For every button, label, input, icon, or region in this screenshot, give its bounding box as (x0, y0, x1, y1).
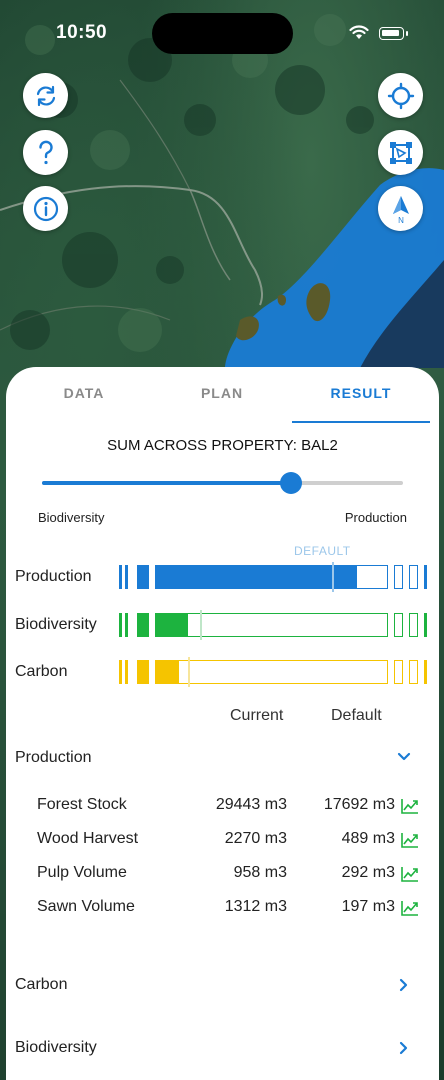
help-button[interactable] (23, 130, 68, 175)
section-carbon-title[interactable]: Carbon (15, 976, 68, 993)
bar-fill (156, 614, 189, 636)
bar-tick (119, 613, 122, 637)
bar-label: Carbon (15, 663, 68, 680)
section-production-title[interactable]: Production (15, 749, 92, 766)
bar-row-production: Production (6, 562, 439, 592)
refresh-button[interactable] (23, 73, 68, 118)
slider-right-label: Production (344, 510, 407, 525)
metric-row: Wood Harvest 2270 m3 489 m3 (6, 830, 439, 854)
bar-tick (394, 613, 403, 637)
bar-track (155, 610, 388, 640)
default-marker (331, 562, 334, 592)
info-icon (33, 196, 58, 221)
info-button[interactable] (23, 186, 68, 231)
chevron-right-icon[interactable] (396, 977, 412, 993)
bar-tick (119, 660, 122, 684)
tab-active-indicator (292, 421, 430, 423)
slider-fill (42, 481, 292, 485)
bar-tick (424, 565, 427, 589)
bar-tick (125, 613, 128, 637)
bar-tick (409, 660, 418, 684)
metric-name: Pulp Volume (37, 864, 127, 881)
bar-tick (424, 660, 427, 684)
bar-track (155, 562, 388, 592)
draw-polygon-button[interactable] (378, 130, 423, 175)
metric-current: 1312 m3 (224, 898, 287, 915)
bar-row-biodiversity: Biodiversity (6, 610, 439, 640)
trend-up-icon[interactable] (400, 899, 420, 917)
chevron-down-icon[interactable] (396, 749, 412, 765)
metric-current: 29443 m3 (215, 796, 287, 813)
column-header-current: Current (230, 707, 284, 724)
slider-thumb[interactable] (280, 472, 303, 494)
trend-up-icon[interactable] (400, 865, 420, 883)
bar-label: Biodiversity (15, 616, 97, 633)
locate-button[interactable] (378, 73, 423, 118)
polygon-draw-icon (389, 141, 412, 164)
metric-row: Sawn Volume 1312 m3 197 m3 (6, 898, 439, 922)
bar-tick (119, 565, 122, 589)
bar-tick (137, 613, 149, 637)
tab-bar: DATA PLAN RESULT (6, 367, 439, 425)
bar-tick (394, 660, 403, 684)
bar-tick (424, 613, 427, 637)
bar-tick (137, 565, 149, 589)
tab-result[interactable]: RESULT (330, 385, 392, 401)
compass-button[interactable]: N (378, 186, 423, 231)
metric-default: 17692 m3 (323, 796, 395, 813)
slider-left-label: Biodiversity (38, 510, 105, 525)
battery-icon (379, 27, 404, 40)
tab-data[interactable]: DATA (63, 385, 105, 401)
metric-name: Wood Harvest (37, 830, 139, 847)
default-marker-label: DEFAULT (294, 544, 351, 558)
compass-n-label: N (398, 216, 404, 225)
metric-default: 197 m3 (341, 898, 395, 915)
result-sheet: DATA PLAN RESULT SUM ACROSS PROPERTY: BA… (6, 367, 439, 1080)
metric-default: 292 m3 (341, 864, 395, 881)
bar-label: Production (15, 568, 92, 585)
bar-tick (409, 613, 418, 637)
bar-tick (394, 565, 403, 589)
bar-tick (409, 565, 418, 589)
wifi-icon (349, 25, 369, 39)
compass-north-icon: N (392, 195, 409, 225)
metric-name: Sawn Volume (37, 898, 135, 915)
metric-row: Forest Stock 29443 m3 17692 m3 (6, 796, 439, 820)
sum-title: SUM ACROSS PROPERTY: BAL2 (107, 437, 338, 454)
column-header-default: Default (331, 707, 382, 724)
metric-current: 2270 m3 (224, 830, 287, 847)
tradeoff-slider[interactable] (42, 472, 403, 494)
bar-tick (125, 660, 128, 684)
tab-plan[interactable]: PLAN (200, 385, 244, 401)
status-time: 10:50 (56, 22, 108, 43)
dynamic-island (152, 13, 293, 54)
bar-row-carbon: Carbon (6, 657, 439, 687)
crosshair-icon (387, 82, 414, 109)
metric-current: 958 m3 (233, 864, 287, 881)
bar-track (155, 657, 388, 687)
refresh-icon (36, 85, 55, 106)
bar-fill (156, 566, 357, 588)
help-icon (38, 140, 53, 164)
chevron-right-icon[interactable] (396, 1040, 412, 1056)
default-marker (199, 610, 202, 640)
bar-fill (156, 661, 180, 683)
trend-up-icon[interactable] (400, 797, 420, 815)
default-marker (188, 657, 191, 687)
trend-up-icon[interactable] (400, 831, 420, 849)
section-biodiversity-title[interactable]: Biodiversity (15, 1039, 97, 1056)
status-bar: 10:50 (0, 0, 444, 64)
bar-tick (125, 565, 128, 589)
metric-name: Forest Stock (37, 796, 127, 813)
metric-default: 489 m3 (341, 830, 395, 847)
metric-row: Pulp Volume 958 m3 292 m3 (6, 864, 439, 888)
bar-tick (137, 660, 149, 684)
